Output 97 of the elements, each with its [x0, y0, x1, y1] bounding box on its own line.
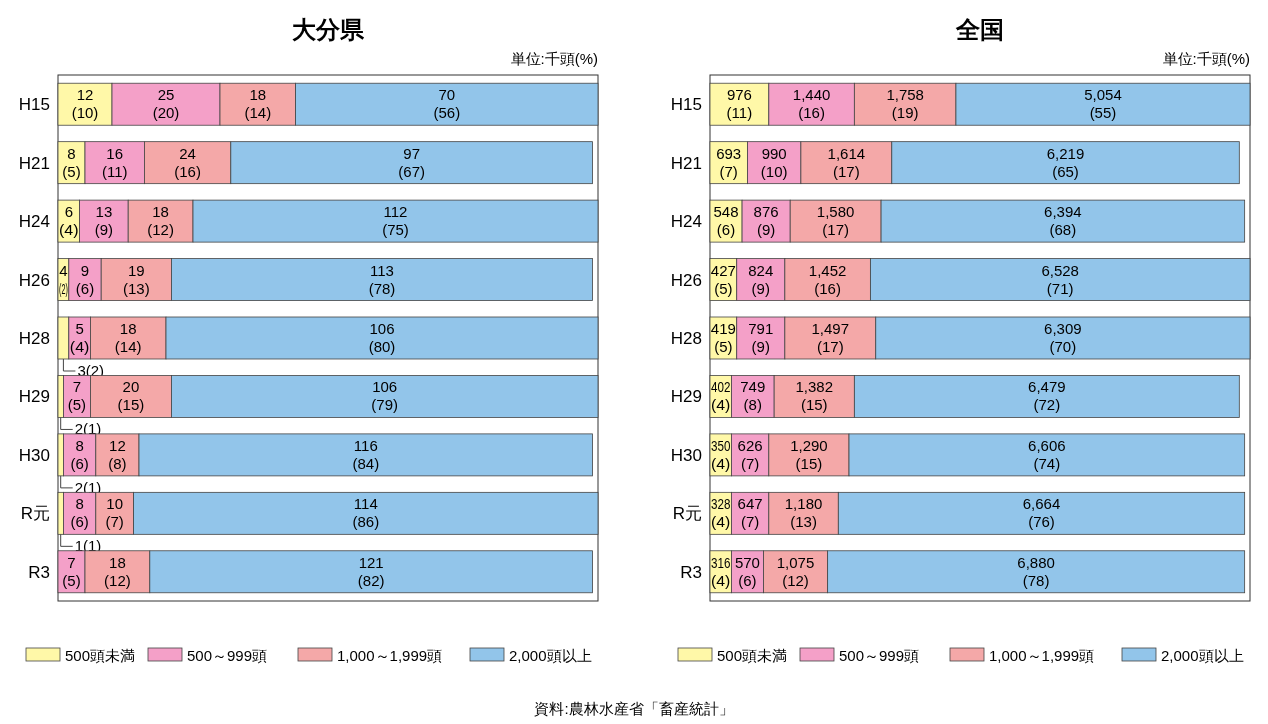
legend-label: 2,000頭以上 — [509, 647, 592, 664]
data-label: 6,479 (72) — [1028, 378, 1066, 414]
y-tick-label: H15 — [18, 95, 50, 115]
data-label: 20 (15) — [117, 378, 145, 414]
data-label: 6,880 (78) — [1017, 553, 1055, 589]
data-label: 24 (16) — [174, 144, 201, 180]
y-tick-label: H28 — [670, 329, 702, 348]
data-label: 5,054 (55) — [1084, 86, 1122, 122]
data-label: 10 (7) — [105, 495, 124, 531]
data-label: 106 (80) — [368, 320, 396, 355]
data-label: 976 (11) — [726, 86, 753, 122]
legend-label: 2,000頭以上 — [1161, 647, 1244, 664]
legend-label: 500頭未満 — [65, 647, 136, 664]
chart-title: 大分県 — [292, 16, 365, 43]
data-label: 570 (6) — [734, 553, 760, 589]
data-label: 18 (12) — [147, 203, 174, 239]
data-label: 13 (9) — [94, 203, 114, 239]
y-tick-label: R3 — [28, 562, 50, 582]
data-label: 990 (10) — [760, 144, 788, 180]
data-label: 113 (78) — [368, 261, 396, 297]
data-label: 114 (86) — [352, 495, 380, 531]
data-label: 328 (4) — [711, 495, 737, 531]
data-label: 749 (8) — [740, 378, 766, 414]
data-label: 16 (11) — [101, 144, 128, 180]
data-label: 548 (6) — [713, 203, 739, 239]
y-tick-label: R元 — [672, 504, 702, 524]
y-tick-label: H26 — [670, 270, 702, 290]
data-label: 1,290 (15) — [790, 436, 828, 472]
data-label: 350 (4) — [711, 436, 737, 472]
data-label: 70 (56) — [433, 86, 461, 122]
data-label: 876 (9) — [753, 203, 779, 239]
data-label: 121 (82) — [357, 553, 385, 589]
data-label: 12 (10) — [71, 86, 99, 122]
data-label: 402 (4) — [711, 378, 737, 414]
data-label: 6,309 (70) — [1044, 320, 1082, 355]
y-tick-label: H29 — [670, 387, 702, 407]
data-label: 693 (7) — [716, 144, 742, 180]
y-tick-label: H26 — [18, 270, 50, 290]
y-tick-label: H28 — [18, 329, 50, 348]
data-label: 647 (7) — [737, 495, 763, 531]
y-tick-label: R3 — [680, 562, 702, 582]
legend-label: 1,000～1,999頭 — [337, 647, 443, 664]
data-label: 6,664 (76) — [1022, 495, 1061, 531]
y-tick-label: H24 — [18, 212, 50, 232]
data-label: 1,180 (13) — [784, 495, 823, 531]
y-tick-label: H21 — [18, 153, 50, 173]
data-label: 1,382 (15) — [795, 378, 834, 414]
data-label: 18 (14) — [114, 320, 142, 355]
data-label: 5 (4) — [69, 320, 90, 355]
data-label: 18 (12) — [104, 553, 131, 589]
data-label: 19 (13) — [122, 261, 150, 297]
data-label: 1,580 (17) — [816, 203, 855, 239]
data-label: 1,497 (17) — [811, 320, 850, 355]
data-label: 106 (79) — [371, 378, 399, 414]
data-label: 7 (5) — [62, 553, 81, 589]
legend-label: 500～999頭 — [187, 647, 268, 664]
data-label: 1,075 (12) — [776, 553, 815, 589]
data-label: 6 (4) — [59, 203, 79, 239]
data-label: 427 (5) — [710, 261, 736, 297]
data-label: 316 (4) — [711, 553, 737, 589]
data-label: 18 (14) — [244, 86, 272, 122]
data-label: 824 (9) — [748, 261, 774, 297]
data-label: 8 (6) — [70, 436, 89, 472]
data-label: 6,394 (68) — [1044, 203, 1082, 239]
y-tick-label: R元 — [20, 504, 50, 524]
data-label: 9 (6) — [75, 261, 95, 297]
data-label: 419 (5) — [710, 320, 736, 355]
data-label: 6,606 (74) — [1028, 436, 1066, 472]
data-label: 97 (67) — [398, 144, 426, 180]
text: 単位:千頭(%) — [510, 50, 598, 67]
y-tick-label: H30 — [670, 445, 702, 465]
data-label: 25 (20) — [152, 86, 180, 122]
data-label: 1,614 (17) — [827, 144, 866, 180]
y-tick-label: H29 — [18, 387, 50, 407]
data-label: 12 (8) — [108, 436, 127, 472]
data-label: 7 (5) — [67, 378, 87, 414]
data-label: 626 (7) — [737, 436, 763, 472]
y-tick-label: H24 — [670, 212, 702, 232]
data-label: 1,758 (19) — [886, 86, 924, 122]
data-label: 6,219 (65) — [1046, 144, 1085, 180]
data-label: 116 (84) — [352, 436, 380, 472]
y-tick-label: H30 — [18, 445, 50, 465]
data-label: 8 (5) — [62, 144, 81, 180]
text: 資料:農林水産省「畜産統計」 — [534, 700, 734, 717]
data-label: 6,528 (71) — [1041, 261, 1079, 297]
legend-label: 1,000～1,999頭 — [989, 647, 1095, 664]
data-label: 791 (9) — [748, 320, 774, 355]
data-label: 1,452 (16) — [808, 261, 847, 297]
legend-label: 500頭未満 — [717, 647, 788, 664]
data-label: 1,440 (16) — [792, 86, 831, 122]
chart-title: 全国 — [955, 16, 1004, 43]
data-label: 112 (75) — [382, 203, 409, 239]
legend-label: 500～999頭 — [839, 647, 920, 664]
y-tick-label: H15 — [670, 95, 702, 115]
text: 単位:千頭(%) — [1162, 50, 1250, 67]
y-tick-label: H21 — [670, 153, 702, 173]
data-label: 8 (6) — [70, 495, 89, 531]
